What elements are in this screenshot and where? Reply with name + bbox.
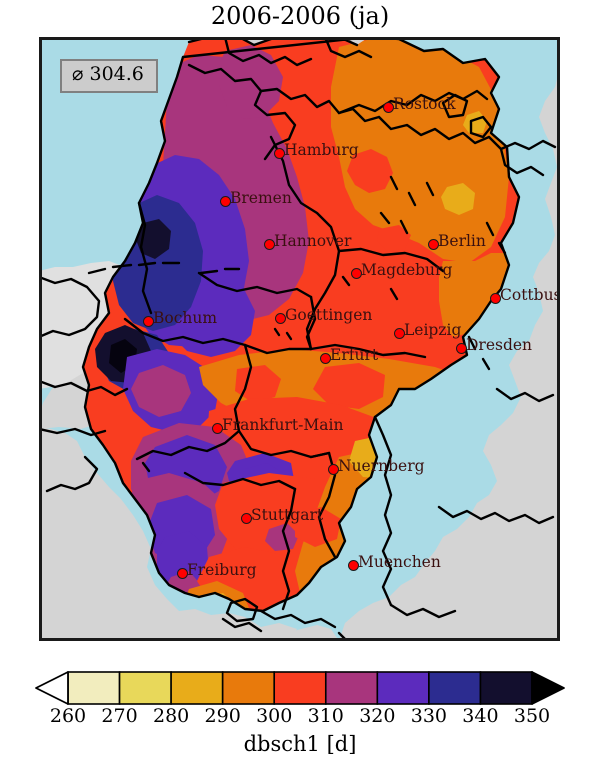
city-dot-icon (264, 239, 275, 250)
city-dot-icon (490, 293, 501, 304)
colorbar-band-7 (428, 671, 482, 705)
city-label: Berlin (438, 232, 486, 250)
city-label: Frankfurt-Main (222, 416, 344, 434)
colorbar-band-4 (273, 671, 327, 705)
coastline-and-borders (42, 40, 557, 638)
city-label: Nuernberg (338, 457, 425, 475)
colorbar-tick-labels: 260 270 280 290 300 310 320 330 340 350 (0, 705, 600, 731)
city-dot-icon (456, 343, 467, 354)
city-label: Erfurt (330, 346, 379, 364)
colorbar-tick-310: 310 (307, 705, 344, 727)
colorbar-extend-low-arrow (35, 671, 69, 705)
city-label: Rostock (393, 95, 456, 113)
colorbar-tick-330: 330 (410, 705, 448, 727)
city-label: Stuttgart (251, 506, 324, 524)
colorbar-tick-290: 290 (204, 705, 241, 727)
colorbar-band-1 (118, 671, 172, 705)
city-label: Goettingen (285, 306, 373, 324)
city-dot-icon (143, 316, 154, 327)
city-dot-icon (351, 268, 362, 279)
city-dot-icon (383, 102, 394, 113)
city-label: Freiburg (187, 561, 257, 579)
colorbar-axis-label: dbsch1 [d] (243, 732, 357, 756)
colorbar-tick-320: 320 (359, 705, 396, 727)
colorbar-band-3 (221, 671, 276, 705)
colorbar-band-6 (376, 671, 430, 705)
colorbar-tick-350: 350 (513, 705, 551, 727)
city-label: Leipzig (404, 321, 462, 339)
choropleth-map (42, 40, 557, 638)
colorbar-band-2 (170, 671, 224, 705)
colorbar-tick-270: 270 (101, 705, 138, 727)
colorbar-band-0 (67, 671, 121, 705)
city-label: Magdeburg (361, 261, 453, 279)
colorbar-swatches (35, 671, 565, 705)
city-dot-icon (348, 560, 359, 571)
city-dot-icon (328, 464, 339, 475)
colorbar-tick-280: 280 (152, 705, 190, 727)
colorbar-extend-high-arrow (531, 671, 565, 705)
city-label: Dresden (466, 336, 533, 354)
colorbar-band-8 (479, 671, 533, 705)
city-dot-icon (177, 568, 188, 579)
colorbar-tick-340: 340 (462, 705, 499, 727)
colorbar-tick-300: 300 (256, 705, 293, 727)
map-plot-area: ⌀ 304.6 Rostock Hamburg Bremen Hannover Berl… (39, 37, 560, 641)
colorbar-band-5 (324, 671, 379, 705)
city-dot-icon (274, 148, 285, 159)
domain-mean-badge: ⌀ 304.6 (60, 59, 158, 93)
city-label: Hamburg (284, 141, 359, 159)
city-label: Bremen (230, 189, 292, 207)
colorbar: 260 270 280 290 300 310 320 330 340 350 dbsch1 [d… (0, 668, 600, 780)
city-dot-icon (320, 353, 331, 364)
city-label: Bochum (153, 309, 218, 327)
city-dot-icon (275, 313, 286, 324)
city-label: Cottbus (500, 286, 560, 304)
city-label: Hannover (274, 232, 352, 250)
city-label: Muenchen (358, 553, 441, 571)
city-dot-icon (220, 196, 231, 207)
city-dot-icon (428, 239, 439, 250)
page-title: 2006-2006 (ja) (210, 2, 390, 30)
colorbar-tick-260: 260 (49, 705, 87, 727)
city-dot-icon (212, 423, 223, 434)
city-dot-icon (394, 328, 405, 339)
city-dot-icon (241, 513, 252, 524)
